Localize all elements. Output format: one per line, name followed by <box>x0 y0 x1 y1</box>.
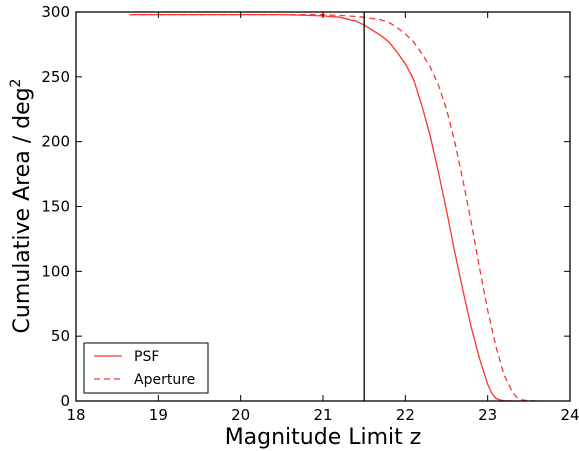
y-tick-label: 250 <box>41 68 70 86</box>
plot-area <box>76 12 570 401</box>
y-tick-label: 300 <box>41 3 70 21</box>
legend: PSF Aperture <box>83 342 209 394</box>
x-tick-label: 20 <box>231 406 250 424</box>
legend-label-psf: PSF <box>134 349 159 365</box>
y-tick-label: 50 <box>51 327 70 345</box>
series-line-psf <box>129 13 521 402</box>
y-axis-label-superscript: 2 <box>8 79 24 88</box>
x-tick-label: 21 <box>313 406 332 424</box>
x-tick-label: 23 <box>478 406 497 424</box>
legend-label-aperture: Aperture <box>134 372 195 388</box>
x-tick-label: 19 <box>149 406 168 424</box>
series-line-aperture <box>129 13 542 402</box>
x-tick-label: 22 <box>396 406 415 424</box>
y-tick-label: 0 <box>60 392 70 410</box>
y-tick-label: 100 <box>41 262 70 280</box>
x-tick-label: 24 <box>560 406 579 424</box>
y-tick-label: 150 <box>41 198 70 216</box>
series-layer <box>129 13 542 402</box>
ticks-layer: 18 19 20 21 22 23 24 0 50 100 150 200 250 300 <box>41 3 579 424</box>
x-tick-label: 18 <box>66 406 85 424</box>
y-axis-label-base: Cumulative Area / deg <box>10 87 35 333</box>
x-axis-label: Magnitude Limit z <box>225 425 422 450</box>
y-axis-label: Cumulative Area / deg2 <box>8 79 35 334</box>
y-tick-label: 200 <box>41 133 70 151</box>
legend-box <box>83 342 209 394</box>
